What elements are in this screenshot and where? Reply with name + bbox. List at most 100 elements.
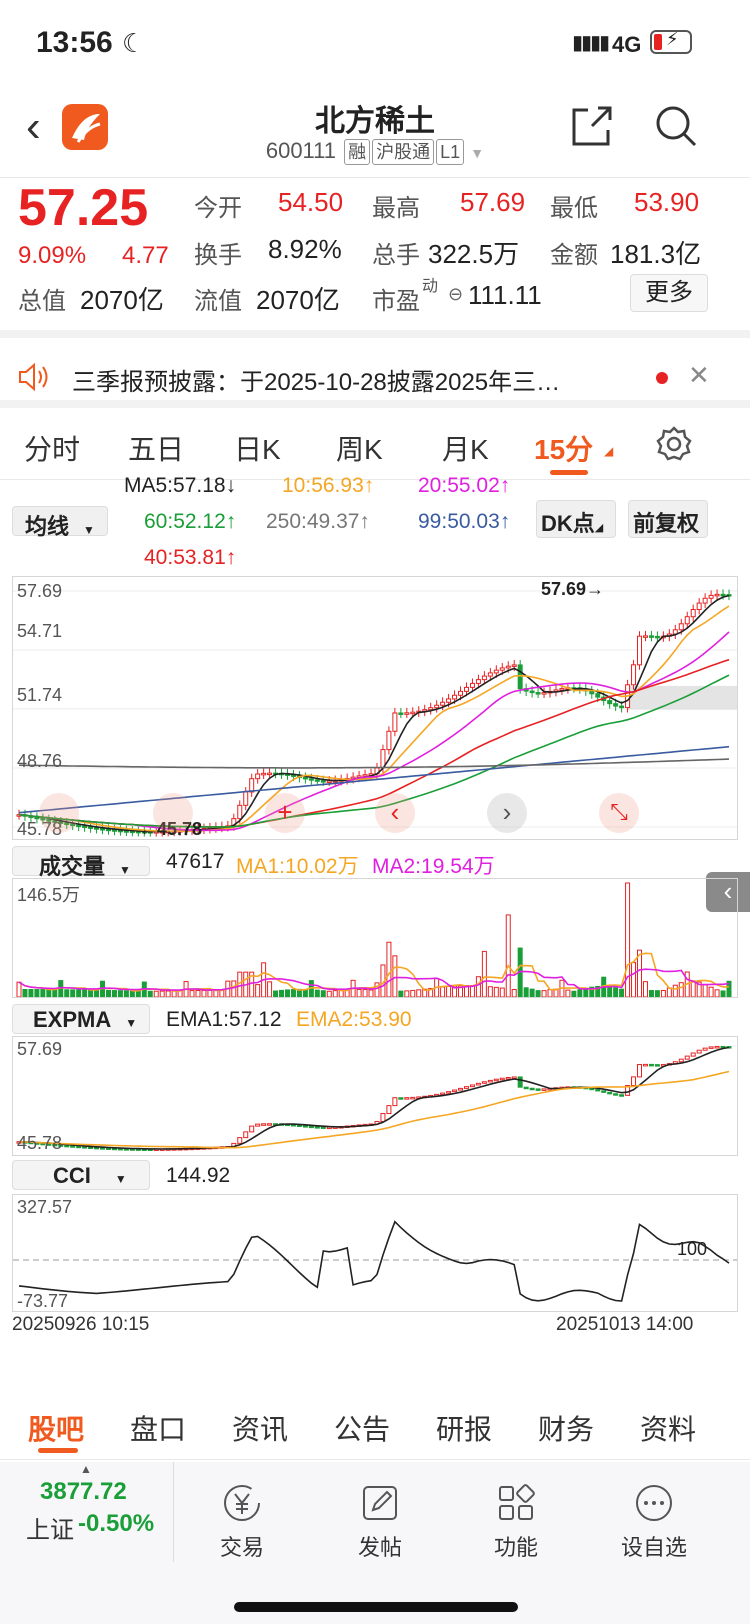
zoom-in-icon[interactable]: + [265,793,305,833]
search-icon[interactable] [654,104,698,148]
volume-bar-down [135,990,141,997]
volume-bar-down [129,990,135,997]
volume-current: 47617 [166,850,225,873]
kline-candle-up [458,690,464,696]
volume-bar-up [267,981,273,997]
tab-announcements[interactable]: 公告 [334,1414,391,1445]
scroll-right-icon[interactable]: › [487,793,527,833]
tab-news[interactable]: 资讯 [232,1414,289,1445]
notice-text: 三季报预披露：于2025-10-28披露2025年三… [72,369,561,396]
scroll-left-icon[interactable]: ‹ [375,793,415,833]
speaker-icon [19,362,48,392]
active-bottom-tab-indicator [38,1448,78,1453]
expma-candle-down [654,1064,660,1067]
expma-candle-up [642,1063,648,1067]
expma-candle-down [523,1086,529,1090]
tab-weekly[interactable]: 周K [336,434,383,465]
tab-profile[interactable]: 资料 [640,1414,697,1445]
volume-chart[interactable]: 146.5万 [12,878,738,998]
volume-bar-down [22,989,28,997]
kline-y-label-1: 57.69 [17,581,63,601]
add-watchlist-button[interactable]: 设自选 [594,1482,714,1562]
kline-chart[interactable]: 57.69 54.71 51.74 48.76 45.78 57.69→ ←45… [12,576,738,840]
kline-candle-up [237,804,243,820]
kline-candle-down [100,828,106,831]
time-axis-start: 20250926 10:15 [12,1314,150,1335]
volume-bar-down [76,989,82,997]
volume-bar-down [279,989,285,997]
expma-candle-up [380,1113,386,1122]
pe-info-icon[interactable]: ⊖ [448,284,464,304]
caret-down-icon[interactable]: ▼ [470,145,485,161]
tab-15min[interactable]: 15分 [534,434,594,465]
volume-bar-up [666,987,672,997]
tab-financials[interactable]: 财务 [538,1414,595,1445]
kline-candle-up [267,772,273,776]
kline-low-marker: ←45.78 [139,819,203,839]
back-icon[interactable]: ‹ [26,102,41,151]
expma-chart[interactable]: 57.69 45.78 [12,1036,738,1156]
tab-five-day[interactable]: 五日 [128,434,185,465]
volume-bar-up [660,989,666,997]
change-amount: 4.77 [122,242,169,269]
cci-selector[interactable]: CCI ▼ [12,1160,150,1190]
volume-bar-up [440,986,446,997]
fullscreen-icon[interactable]: ⤡ [599,793,639,833]
share-icon[interactable] [570,104,614,148]
mktcap-label: 总值 [18,288,66,315]
more-button[interactable]: 更多 [630,274,708,312]
close-icon[interactable]: ✕ [688,360,710,390]
kline-candle-up [469,682,475,688]
tab-intraday[interactable]: 分时 [24,434,81,465]
tab-research[interactable]: 研报 [436,1414,493,1445]
ma40-legend: 40:53.81↑ [144,546,237,569]
volume-bar-up [159,990,165,997]
volume-ma2: MA2:19.54万 [372,855,495,878]
dk-point-button[interactable]: DK点◢ [536,500,616,538]
ma10-line [18,605,730,833]
adjust-button[interactable]: 前复权 [628,500,708,538]
volume-bar-down [320,990,326,997]
cci-chart[interactable]: 327.57 -73.77 100 [12,1194,738,1312]
index-widget[interactable]: ▲ 3877.72 上证 -0.50% [0,1462,174,1562]
stock-code: 600111 [265,138,336,163]
volume-selector[interactable]: 成交量 ▼ [12,846,150,879]
settings-gear-icon[interactable] [656,426,692,462]
volume-selector-label: 成交量 [39,854,106,879]
tab-forum[interactable]: 股吧 [28,1414,85,1445]
expma-candle-down [64,1144,70,1148]
tab-monthly[interactable]: 月K [442,434,489,465]
high-value: 57.69 [460,187,526,217]
active-tab-indicator [550,470,588,475]
trade-label: 交易 [219,1535,264,1560]
expma-candle-down [52,1143,58,1147]
draw-tool-control[interactable] [39,793,79,833]
notice-bar[interactable]: 三季报预披露：于2025-10-28披露2025年三… ✕ [0,346,750,408]
kline-candle-up [696,602,702,610]
kline-candle-up [541,692,547,695]
ma5-line [18,594,730,833]
expma-candle-up [446,1091,452,1094]
ma5-legend: MA5:57.18↓ [124,474,237,497]
volume-bar-up [392,955,398,997]
functions-button[interactable]: 功能 [456,1482,576,1562]
volume-bar-down [147,990,153,997]
zoom-out-control[interactable] [153,793,193,833]
tab-orderbook[interactable]: 盘口 [130,1414,187,1445]
volume-bar-up [195,990,201,997]
expma-candle-up [469,1084,475,1088]
expma-candle-up [541,1088,547,1091]
volume-bar-down [82,989,88,997]
post-button[interactable]: 发帖 [320,1482,440,1562]
expma-selector[interactable]: EXPMA ▼ [12,1004,150,1034]
open-value: 54.50 [278,187,344,217]
ma-selector[interactable]: 均线 ▼ [12,506,108,539]
trade-button[interactable]: 交易 [182,1482,302,1562]
kline-candle-down [648,635,654,638]
cci-line [18,1220,730,1302]
functions-label: 功能 [493,1535,538,1560]
float-value: 2070亿 [256,285,340,315]
expma-candle-up [463,1086,469,1089]
tab-daily[interactable]: 日K [234,434,281,465]
volume-bar-up [547,989,553,997]
